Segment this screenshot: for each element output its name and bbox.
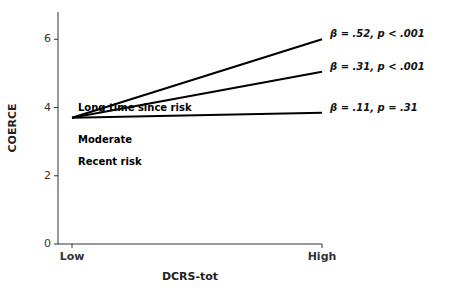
x-tick	[72, 244, 73, 248]
series-line	[72, 39, 322, 117]
axes: 0 2 4 6 Low High DCRS-tot COERCE	[6, 12, 336, 283]
x-axis-label: DCRS-tot	[162, 270, 218, 283]
x-axis-line	[58, 244, 322, 245]
plot-area	[72, 39, 322, 117]
y-tick-label: 4	[44, 101, 51, 114]
y-tick	[54, 107, 58, 108]
annotation: β = .11, p = .31	[329, 102, 418, 113]
chart: 0 2 4 6 Low High DCRS-tot COERCE Long time since…	[0, 0, 450, 290]
series-label: Recent risk	[78, 156, 142, 167]
x-tick	[322, 244, 323, 248]
annotation: β = .52, p < .001	[329, 28, 425, 39]
annotation: β = .31, p < .001	[329, 61, 425, 72]
series-label: Long time since risk	[78, 102, 192, 113]
series-labels: Long time since risk Moderate Recent risk	[78, 102, 192, 167]
x-tick-label: Low	[60, 250, 85, 263]
y-tick	[54, 244, 58, 245]
y-axis-line	[58, 12, 59, 244]
x-tick-label: High	[308, 250, 337, 263]
series-label: Moderate	[78, 134, 132, 145]
y-tick	[54, 39, 58, 40]
y-tick	[54, 175, 58, 176]
y-tick-label: 6	[44, 32, 51, 45]
y-tick-label: 0	[44, 237, 51, 250]
y-axis-label: COERCE	[6, 104, 19, 153]
y-tick-label: 2	[44, 169, 51, 182]
annotations: β = .52, p < .001 β = .31, p < .001 β = .1…	[329, 28, 425, 112]
series-line	[72, 113, 322, 118]
